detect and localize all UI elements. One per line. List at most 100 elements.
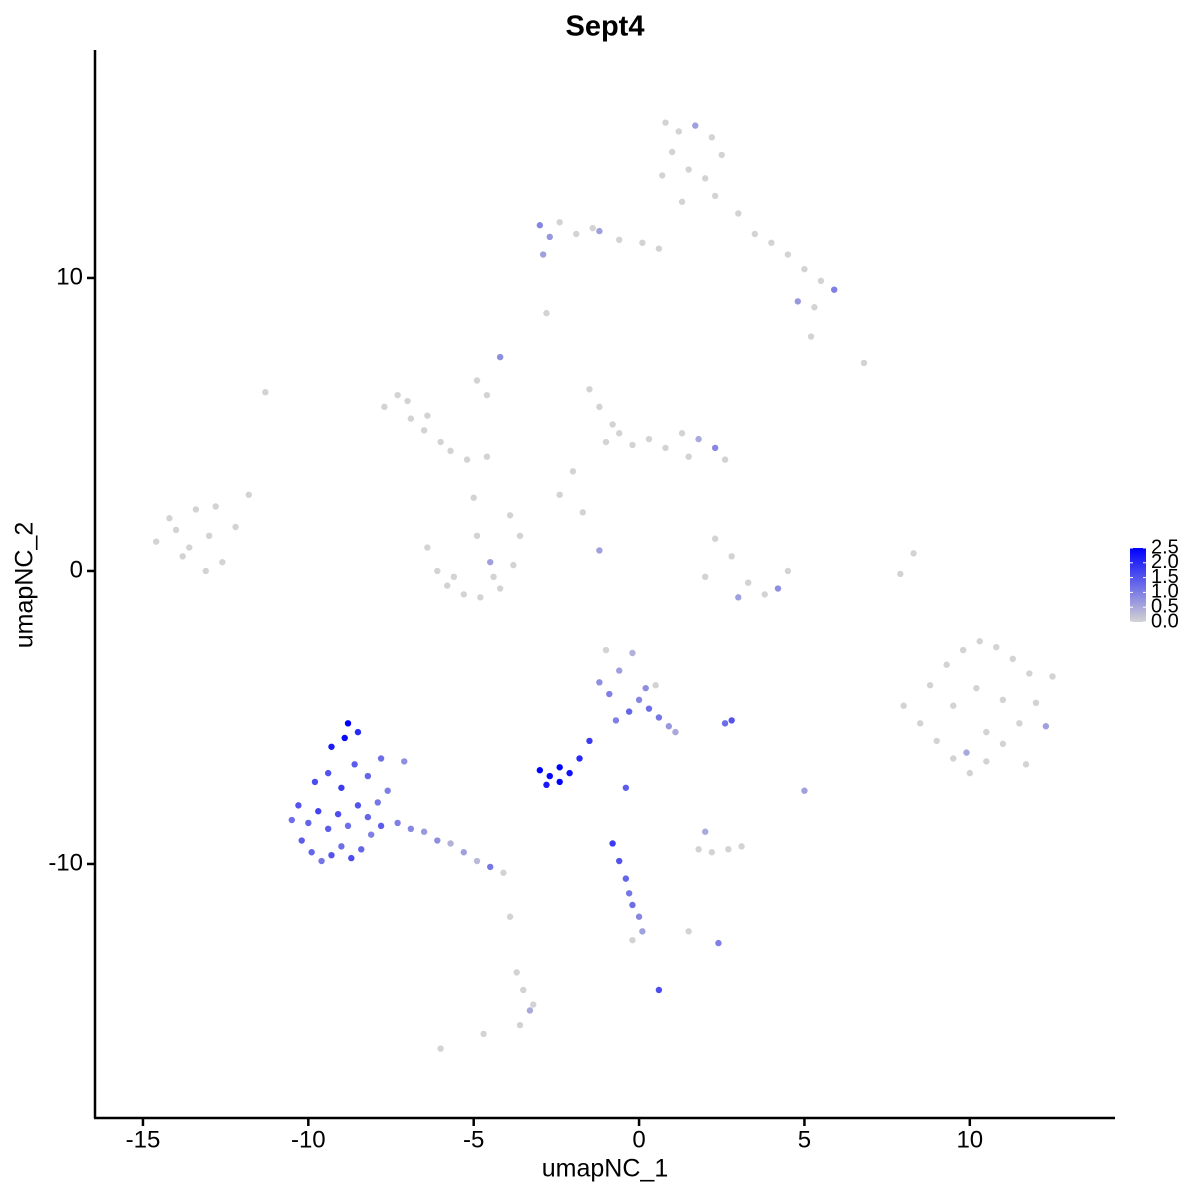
point <box>341 734 348 742</box>
point <box>655 714 663 721</box>
point <box>662 444 669 452</box>
point <box>711 444 719 452</box>
point <box>338 784 345 791</box>
colorbar-tick-label: 2.5 <box>1151 536 1179 558</box>
point <box>364 813 372 821</box>
x-tick-label: 0 <box>632 1126 645 1153</box>
point <box>1022 761 1030 768</box>
point <box>645 705 653 712</box>
point <box>172 526 180 534</box>
point <box>933 737 940 745</box>
point <box>579 509 587 516</box>
point <box>315 808 322 815</box>
point <box>556 764 563 771</box>
y-tick-label: -10 <box>48 849 83 876</box>
point <box>702 828 709 835</box>
point <box>916 720 924 727</box>
point <box>625 708 633 715</box>
point <box>629 649 636 657</box>
point <box>685 928 692 935</box>
point <box>950 702 957 709</box>
point <box>718 151 725 159</box>
point <box>616 857 623 865</box>
point <box>801 787 808 794</box>
point <box>298 837 305 844</box>
point <box>622 875 630 882</box>
point <box>367 831 375 838</box>
point <box>609 421 616 428</box>
point <box>702 573 709 581</box>
point <box>715 939 722 947</box>
point <box>473 857 481 865</box>
point <box>950 755 957 762</box>
point <box>539 251 547 258</box>
point <box>311 778 319 786</box>
point <box>738 843 745 850</box>
x-tick-label: -10 <box>291 1126 326 1153</box>
point <box>721 456 729 463</box>
point <box>490 573 497 581</box>
point <box>655 986 663 994</box>
point <box>983 758 990 765</box>
point <box>450 573 458 581</box>
point <box>596 547 603 554</box>
point <box>520 986 527 994</box>
point <box>817 277 825 285</box>
point <box>976 638 983 645</box>
point <box>721 720 729 727</box>
point <box>351 761 358 768</box>
point <box>725 846 732 853</box>
point <box>477 594 484 601</box>
point <box>536 222 544 229</box>
point <box>678 198 686 205</box>
point <box>192 506 200 513</box>
point <box>794 298 802 305</box>
point <box>609 840 616 847</box>
point <box>569 468 577 475</box>
point <box>487 863 494 871</box>
point <box>434 837 441 844</box>
point <box>1032 699 1040 707</box>
point <box>205 532 213 540</box>
point <box>900 702 907 709</box>
x-tick-label: 10 <box>956 1126 983 1153</box>
point <box>384 787 391 794</box>
point <box>897 570 904 578</box>
point <box>447 447 454 455</box>
point <box>708 134 716 141</box>
point <box>344 720 352 727</box>
x-tick-label: -15 <box>126 1126 161 1153</box>
point <box>424 412 431 419</box>
point <box>910 550 917 557</box>
point <box>576 755 583 762</box>
point <box>612 717 620 724</box>
point <box>420 828 428 835</box>
point <box>500 869 507 876</box>
colorbar-tick-label: 0.0 <box>1151 610 1179 632</box>
point <box>496 585 504 592</box>
point <box>708 849 716 856</box>
point <box>401 758 408 765</box>
point <box>993 643 1000 651</box>
point <box>407 415 415 422</box>
point <box>506 512 514 519</box>
point <box>761 591 768 598</box>
point <box>629 441 636 449</box>
point <box>424 544 431 551</box>
y-axis-label: umapNC_2 <box>11 522 39 648</box>
point <box>642 684 649 692</box>
point <box>596 403 603 411</box>
point <box>606 690 613 698</box>
point <box>645 435 653 443</box>
point <box>1026 670 1033 677</box>
point <box>202 567 209 575</box>
point <box>702 175 709 182</box>
point <box>510 561 517 569</box>
point <box>546 233 553 241</box>
point <box>784 567 792 575</box>
point <box>394 819 401 827</box>
point <box>963 749 970 756</box>
point <box>999 696 1007 704</box>
point <box>374 799 381 806</box>
point <box>245 491 252 498</box>
